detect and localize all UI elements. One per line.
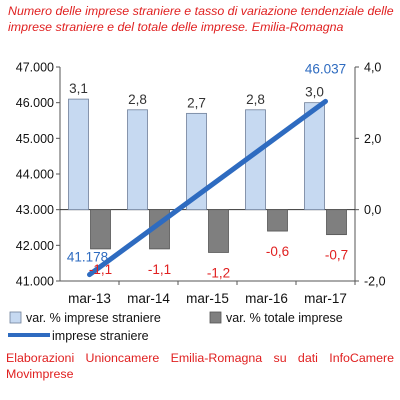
data-label-imprese-straniere: 3,1	[69, 81, 88, 96]
right-tick-label: -2,0	[364, 275, 386, 289]
bar-var-totale-imprese	[208, 209, 229, 253]
data-label-imprese-straniere: 2,8	[246, 92, 265, 107]
chart: 41.000 42.000 43.000 44.000 45.000 46.000 47.0…	[8, 61, 386, 343]
legend-label-line: imprese straniere	[52, 329, 149, 343]
data-label-imprese-straniere: 2,7	[187, 95, 206, 110]
left-tick-label: 46.000	[16, 96, 54, 110]
left-tick-label: 41.000	[16, 275, 54, 289]
line-imprese-straniere	[87, 98, 328, 278]
legend-label-totale-imprese: var. % totale imprese	[226, 311, 343, 325]
data-label-totale-imprese: -1,1	[148, 262, 171, 277]
right-tick-label: 2,0	[364, 132, 381, 146]
legend: var. % imprese straniere var. % totale im…	[8, 311, 343, 343]
bar-var-totale-imprese	[267, 209, 288, 232]
bar-var-totale-imprese	[90, 209, 111, 250]
legend-swatch-imprese-straniere	[9, 311, 22, 324]
x-tick-label: mar-17	[304, 291, 347, 306]
x-tick-label: mar-13	[68, 291, 111, 306]
bar-var-imprese-straniere	[186, 112, 207, 211]
line-start-label: 41.178	[67, 250, 108, 265]
axes: 41.000 42.000 43.000 44.000 45.000 46.000 47.0…	[16, 61, 386, 307]
data-label-imprese-straniere: 3,0	[305, 85, 324, 100]
x-tick-label: mar-15	[186, 291, 229, 306]
data-label-totale-imprese: -0,6	[266, 244, 289, 259]
source-note: Elaborazioni Unioncamere Emilia-Romagna …	[6, 351, 394, 381]
line-series	[87, 98, 328, 278]
left-tick-label: 45.000	[16, 132, 54, 146]
right-tick-label: 4,0	[364, 61, 381, 75]
legend-label-imprese-straniere: var. % imprese straniere	[26, 311, 161, 325]
left-tick-label: 43.000	[16, 203, 54, 217]
right-tick-label: 0,0	[364, 203, 381, 217]
left-tick-label: 47.000	[16, 61, 54, 75]
line-end-label: 46.037	[305, 61, 346, 76]
bar-var-imprese-straniere	[304, 102, 325, 211]
bars	[68, 98, 347, 253]
data-label-imprese-straniere: 2,8	[128, 92, 147, 107]
data-label-totale-imprese: -1,2	[207, 265, 230, 280]
x-tick-label: mar-14	[127, 291, 170, 306]
left-tick-label: 44.000	[16, 168, 54, 182]
chart-title: Numero delle imprese straniere e tasso d…	[8, 4, 394, 34]
data-label-totale-imprese: -1,1	[89, 262, 112, 277]
left-tick-label: 42.000	[16, 239, 54, 253]
bar-var-imprese-straniere	[68, 98, 89, 211]
x-tick-label: mar-16	[245, 291, 288, 306]
bar-var-totale-imprese	[326, 209, 347, 236]
data-labels: 3,1 -1,1 2,8 -1,1 2,7 -1,2 2,8 -0,6 3,0 -0,7 41.17…	[67, 61, 348, 280]
bar-var-imprese-straniere	[127, 109, 148, 211]
legend-swatch-totale-imprese	[209, 311, 222, 324]
data-label-totale-imprese: -0,7	[325, 248, 348, 263]
